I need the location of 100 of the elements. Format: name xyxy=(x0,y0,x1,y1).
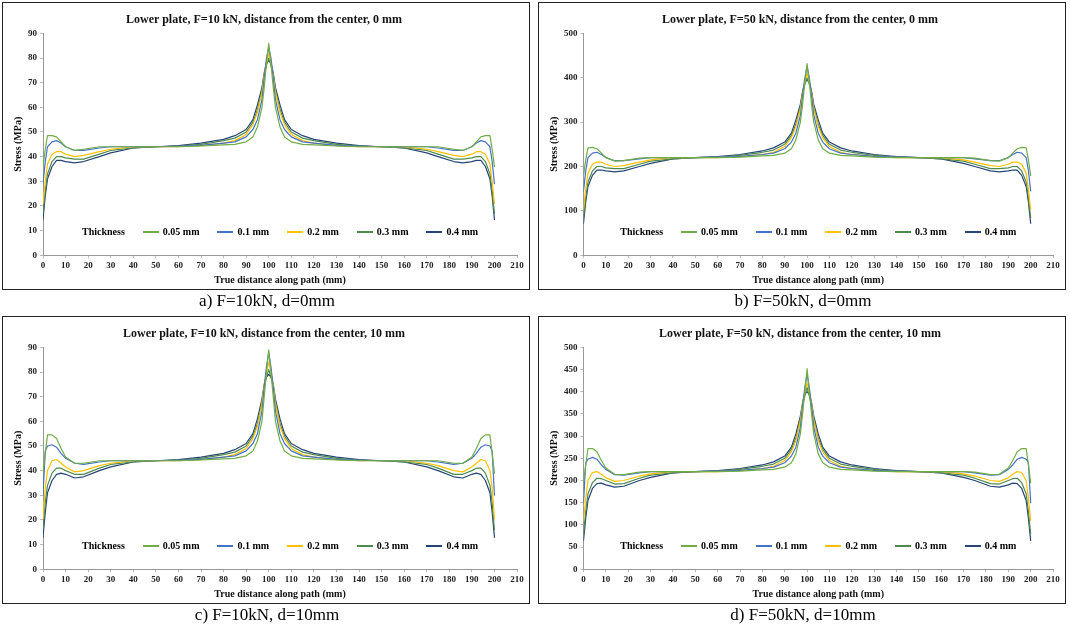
x-tick-label: 50 xyxy=(690,259,701,270)
y-axis-title: Stress (MPa) xyxy=(11,116,24,172)
x-tick-label: 190 xyxy=(465,259,480,270)
legend-title: Thickness xyxy=(620,226,664,238)
text: b) F=50kN, d=0mm xyxy=(733,290,873,312)
y-tick-label: 40 xyxy=(28,150,38,161)
legend-label: 0.05 mm xyxy=(162,540,200,552)
y-tick-label: 70 xyxy=(28,77,38,88)
y-tick-label: 500 xyxy=(564,341,578,352)
legend-label: 0.4 mm xyxy=(984,226,1017,238)
y-tick-label: 350 xyxy=(564,408,578,419)
y-tick-label: 100 xyxy=(564,519,578,530)
legend-label: 0.3 mm xyxy=(915,226,947,238)
x-tick-label: 170 xyxy=(419,259,434,270)
x-tick-label: 60 xyxy=(173,259,184,270)
x-tick-label: 10 xyxy=(61,259,71,270)
legend-label: 0.3 mm xyxy=(376,226,409,238)
x-tick-label: 200 xyxy=(487,573,502,584)
legend-label: 0.2 mm xyxy=(307,226,339,238)
x-tick-label: 50 xyxy=(151,259,161,270)
y-tick-label: 150 xyxy=(564,496,578,507)
y-tick-label: 300 xyxy=(564,430,578,441)
x-tick-label: 160 xyxy=(934,573,949,584)
y-tick-label: 30 xyxy=(28,489,38,500)
x-tick-label: 180 xyxy=(979,573,994,584)
y-axis-title: Stress (MPa) xyxy=(547,116,560,172)
x-tick-label: 70 xyxy=(735,259,745,270)
x-tick-label: 30 xyxy=(106,259,116,270)
y-tick-label: 80 xyxy=(28,52,38,63)
y-tick-label: 50 xyxy=(568,541,578,552)
x-axis-title: True distance along path (mm) xyxy=(752,273,884,286)
x-tick-label: 10 xyxy=(601,259,611,270)
x-tick-label: 10 xyxy=(601,573,611,584)
x-tick-label: 40 xyxy=(668,259,678,270)
chart-title: Lower plate, F=50 kN, distance from the center, 0 mm xyxy=(662,12,938,27)
x-tick-label: 190 xyxy=(1001,573,1016,584)
x-tick-label: 40 xyxy=(668,573,678,584)
x-tick-label: 210 xyxy=(1046,573,1061,584)
y-tick-label: 50 xyxy=(28,126,38,137)
x-tick-label: 110 xyxy=(822,259,837,270)
x-tick-label: 90 xyxy=(780,259,790,270)
x-tick-label: 30 xyxy=(646,573,656,584)
legend-label: 0.05 mm xyxy=(701,540,738,552)
y-tick-label: 60 xyxy=(28,415,38,426)
x-tick-label: 130 xyxy=(867,259,882,270)
legend-title: Thickness xyxy=(82,226,125,238)
y-tick-label: 100 xyxy=(564,205,578,216)
x-tick-label: 40 xyxy=(128,573,139,584)
legend-label: 0.4 mm xyxy=(446,226,479,238)
x-tick-label: 160 xyxy=(397,259,412,270)
x-tick-label: 180 xyxy=(442,259,457,270)
x-tick-label: 140 xyxy=(352,573,367,584)
x-axis-title: True distance along path (mm) xyxy=(752,587,884,600)
y-tick-label: 90 xyxy=(28,27,38,38)
y-tick-label: 50 xyxy=(28,440,38,451)
y-tick-label: 70 xyxy=(28,391,38,402)
x-tick-label: 190 xyxy=(1001,259,1016,270)
x-tick-label: 110 xyxy=(284,259,299,270)
y-tick-label: 300 xyxy=(564,116,578,127)
x-tick-label: 0 xyxy=(40,573,46,584)
legend-label: 0.05 mm xyxy=(701,226,738,238)
x-tick-label: 0 xyxy=(40,259,46,270)
x-tick-label: 80 xyxy=(757,259,768,270)
y-tick-label: 400 xyxy=(564,72,578,83)
x-tick-label: 60 xyxy=(173,573,184,584)
x-tick-label: 130 xyxy=(867,573,882,584)
y-tick-label: 30 xyxy=(28,175,38,186)
x-axis-title: True distance along path (mm) xyxy=(214,273,346,286)
y-tick-label: 500 xyxy=(564,27,578,38)
x-tick-label: 100 xyxy=(800,259,815,270)
x-tick-label: 0 xyxy=(581,573,587,584)
x-tick-label: 150 xyxy=(374,259,389,270)
y-tick-label: 200 xyxy=(564,474,578,485)
text: c) F=10kN, d=10mm xyxy=(193,604,341,626)
x-tick-label: 50 xyxy=(151,573,161,584)
x-tick-label: 30 xyxy=(646,259,656,270)
x-tick-label: 30 xyxy=(106,573,116,584)
x-tick-label: 90 xyxy=(780,573,790,584)
x-axis-title: True distance along path (mm) xyxy=(214,587,346,600)
y-axis-title: Stress (MPa) xyxy=(11,430,24,486)
x-tick-label: 120 xyxy=(307,573,322,584)
x-tick-label: 120 xyxy=(845,573,860,584)
y-tick-label: 20 xyxy=(28,514,38,525)
x-tick-label: 90 xyxy=(241,259,252,270)
x-tick-label: 120 xyxy=(307,259,322,270)
x-tick-label: 100 xyxy=(800,573,815,584)
legend-label: 0.4 mm xyxy=(984,540,1017,552)
x-tick-label: 50 xyxy=(690,573,701,584)
x-tick-label: 70 xyxy=(196,573,206,584)
legend-label: 0.1 mm xyxy=(775,226,808,238)
chart-title: Lower plate, F=50 kN, distance from the center, 10 mm xyxy=(659,326,941,341)
x-tick-label: 140 xyxy=(889,259,904,270)
x-tick-label: 40 xyxy=(128,259,139,270)
y-tick-label: 40 xyxy=(28,464,38,475)
x-tick-label: 200 xyxy=(1023,259,1038,270)
y-axis-title: Stress (MPa) xyxy=(547,430,560,486)
x-tick-label: 200 xyxy=(1023,573,1038,584)
chart-title: Lower plate, F=10 kN, distance from the center, 10 mm xyxy=(123,326,405,341)
legend-title: Thickness xyxy=(620,540,664,552)
y-tick-label: 10 xyxy=(28,538,38,549)
